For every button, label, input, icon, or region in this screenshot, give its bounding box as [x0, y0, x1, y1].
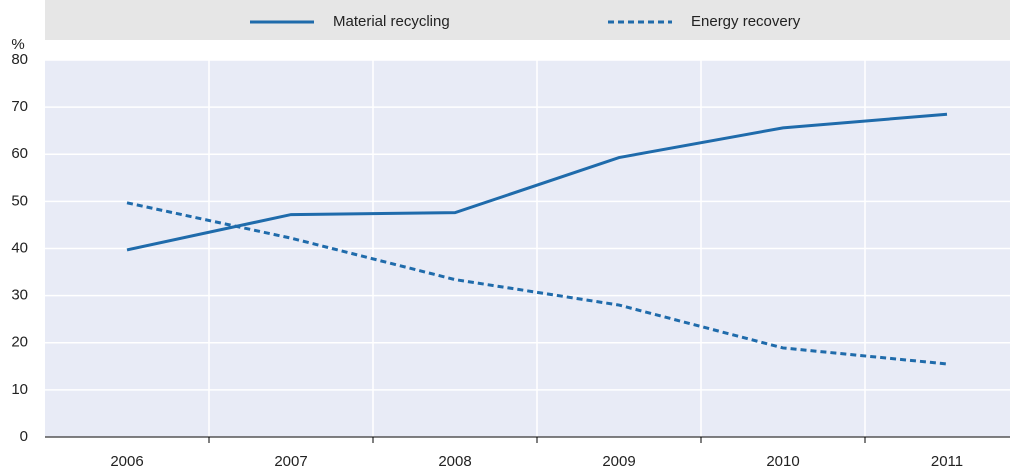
x-tick-label: 2010	[766, 453, 799, 470]
legend-band	[45, 0, 1010, 40]
series-line	[126, 112, 948, 252]
x-tick-label: 2007	[274, 453, 307, 470]
x-tick-label: 2009	[602, 453, 635, 470]
y-tick-label: 20	[11, 334, 28, 351]
x-tick-label: 2006	[110, 453, 143, 470]
y-tick-label: 10	[11, 381, 28, 398]
y-tick-label: 30	[11, 287, 28, 304]
y-tick-label: 80	[11, 51, 28, 68]
x-tick-label: 2008	[438, 453, 471, 470]
y-tick-label: 60	[11, 145, 28, 162]
y-axis-label: %	[11, 36, 24, 53]
legend-label: Material recycling	[333, 13, 450, 30]
x-tick-label: 2011	[931, 453, 963, 470]
y-tick-label: 50	[11, 192, 28, 209]
legend-label: Energy recovery	[691, 13, 801, 30]
y-tick-label: 70	[11, 98, 28, 115]
y-tick-label: 40	[11, 239, 28, 256]
y-tick-label: 0	[20, 428, 28, 445]
